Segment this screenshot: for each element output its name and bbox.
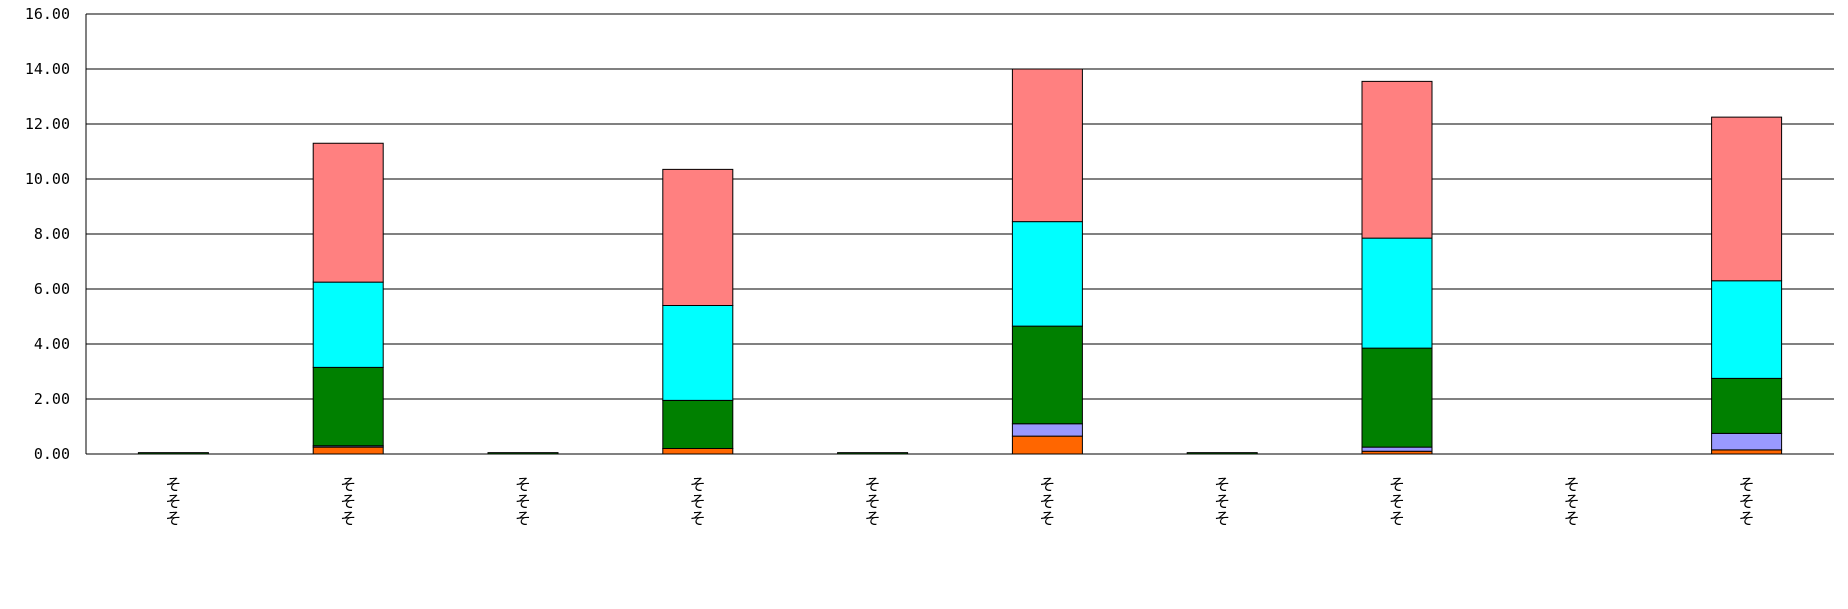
bar-segment	[1711, 116, 1783, 282]
x-tick-label: そ	[1214, 475, 1230, 494]
x-tick-label: そ	[515, 509, 531, 528]
bar-segment	[1361, 237, 1433, 349]
bar-segment	[1361, 80, 1433, 239]
y-tick-label: 2.00	[34, 390, 70, 408]
x-tick-label: そ	[1739, 475, 1755, 494]
bar-segment	[1011, 325, 1083, 425]
x-tick-label: そ	[165, 509, 181, 528]
bar-segment	[1711, 377, 1783, 434]
bar-segment	[312, 366, 384, 447]
bar-segment	[662, 168, 734, 306]
y-tick-label: 14.00	[25, 60, 70, 78]
x-tick-label: そ	[1739, 509, 1755, 528]
y-tick-label: 16.00	[25, 5, 70, 23]
x-tick-label: そ	[690, 475, 706, 494]
bars	[137, 68, 1783, 455]
x-tick-label: そ	[515, 475, 531, 494]
x-tick-label: そ	[1389, 492, 1405, 511]
y-tick-labels: 0.00 2.00 4.00 6.00 8.00 10.00 12.00 14.00 16.00	[25, 5, 70, 463]
x-tick-label: そ	[690, 509, 706, 528]
x-tick-label: そ	[1039, 509, 1055, 528]
x-tick-label: そ	[1564, 509, 1580, 528]
x-tick-label: そ	[1039, 475, 1055, 494]
y-tick-label: 4.00	[34, 335, 70, 353]
bar-segment	[1011, 68, 1083, 223]
bar-segment	[662, 448, 734, 455]
x-tick-label: そ	[1739, 492, 1755, 511]
x-tick-label: そ	[1214, 509, 1230, 528]
x-tick-label: そ	[165, 492, 181, 511]
x-tick-label: そ	[1564, 475, 1580, 494]
x-tick-label: そ	[1214, 492, 1230, 511]
bar-segment	[1011, 221, 1083, 327]
x-tick-label: そ	[865, 475, 881, 494]
x-tick-label: そ	[1389, 509, 1405, 528]
bar-segment	[1711, 280, 1783, 379]
bar-segment	[662, 305, 734, 401]
bar-segment	[1711, 449, 1783, 455]
x-tick-label: そ	[1564, 492, 1580, 511]
x-tick-label: そ	[1389, 475, 1405, 494]
y-tick-label: 0.00	[34, 445, 70, 463]
x-tick-label: そ	[690, 492, 706, 511]
bar-segment	[1011, 435, 1083, 455]
x-tick-label: そ	[865, 509, 881, 528]
bar-segment	[1011, 423, 1083, 437]
bar-segment	[312, 281, 384, 368]
y-tick-label: 12.00	[25, 115, 70, 133]
y-tick-label: 6.00	[34, 280, 70, 298]
x-tick-label: そ	[515, 492, 531, 511]
bar-segment	[1711, 432, 1783, 451]
x-tick-label: そ	[865, 492, 881, 511]
y-tick-label: 10.00	[25, 170, 70, 188]
bar-segment	[312, 142, 384, 283]
bar-segment	[312, 446, 384, 455]
axes	[85, 14, 1834, 455]
bar-segment	[1361, 347, 1433, 448]
y-tick-label: 8.00	[34, 225, 70, 243]
bar-segment	[1361, 446, 1433, 452]
x-tick-label: そ	[165, 475, 181, 494]
x-tick-label: そ	[340, 509, 356, 528]
x-tick-label: そ	[1039, 492, 1055, 511]
bar-segment	[662, 399, 734, 449]
x-tick-label: そ	[340, 475, 356, 494]
x-tick-label: そ	[340, 492, 356, 511]
